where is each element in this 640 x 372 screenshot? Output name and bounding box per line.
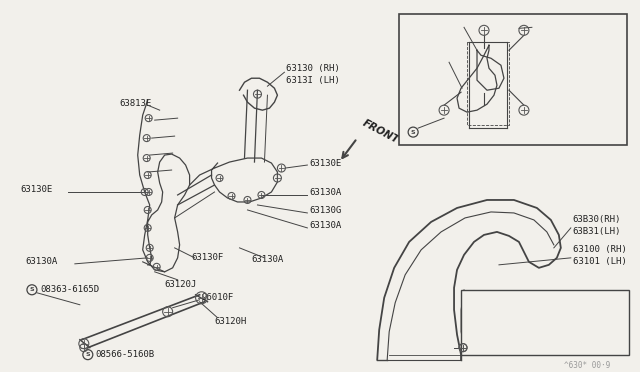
Text: 63130E: 63130E — [309, 158, 342, 167]
Text: 63130E: 63130E — [20, 186, 52, 195]
Text: 63813E: 63813E — [120, 99, 152, 108]
Text: S: S — [411, 129, 415, 135]
Text: 63130F: 63130F — [191, 253, 224, 262]
Text: 63130A: 63130A — [309, 189, 342, 198]
Text: 63B30(RH): 63B30(RH) — [573, 215, 621, 224]
Text: 08363-6165D: 08363-6165D — [40, 285, 99, 294]
Text: 63120J: 63120J — [164, 280, 197, 289]
Text: USA: USA — [611, 295, 628, 305]
Text: 63130A: 63130A — [252, 255, 284, 264]
Text: 64836G (LESS MUDGUARD): 64836G (LESS MUDGUARD) — [486, 335, 604, 344]
Text: 63130A: 63130A — [309, 221, 342, 230]
Text: 96010F: 96010F — [202, 293, 234, 302]
Text: 63830E: 63830E — [414, 21, 446, 30]
Text: 63830B: 63830B — [533, 23, 565, 32]
Text: 08566-5160B: 08566-5160B — [96, 350, 155, 359]
Text: 63130G: 63130G — [309, 206, 342, 215]
Text: 08543-6120B: 08543-6120B — [421, 128, 480, 137]
Text: 63830A: 63830A — [414, 56, 446, 65]
Text: S: S — [86, 352, 90, 357]
Text: 63B31(LH): 63B31(LH) — [573, 227, 621, 236]
Text: 6313I (LH): 6313I (LH) — [287, 76, 340, 85]
Text: 63130 (RH): 63130 (RH) — [287, 64, 340, 73]
Text: 63120H: 63120H — [214, 317, 247, 326]
Text: ^630* 00·9: ^630* 00·9 — [564, 361, 610, 370]
Text: 63130A: 63130A — [25, 257, 57, 266]
Text: 63101 (LH): 63101 (LH) — [573, 257, 627, 266]
Text: FRONT: FRONT — [361, 118, 401, 146]
Bar — [461, 290, 628, 355]
Text: S: S — [29, 287, 35, 292]
Text: 63100 (RH): 63100 (RH) — [573, 246, 627, 254]
Bar — [399, 15, 627, 145]
